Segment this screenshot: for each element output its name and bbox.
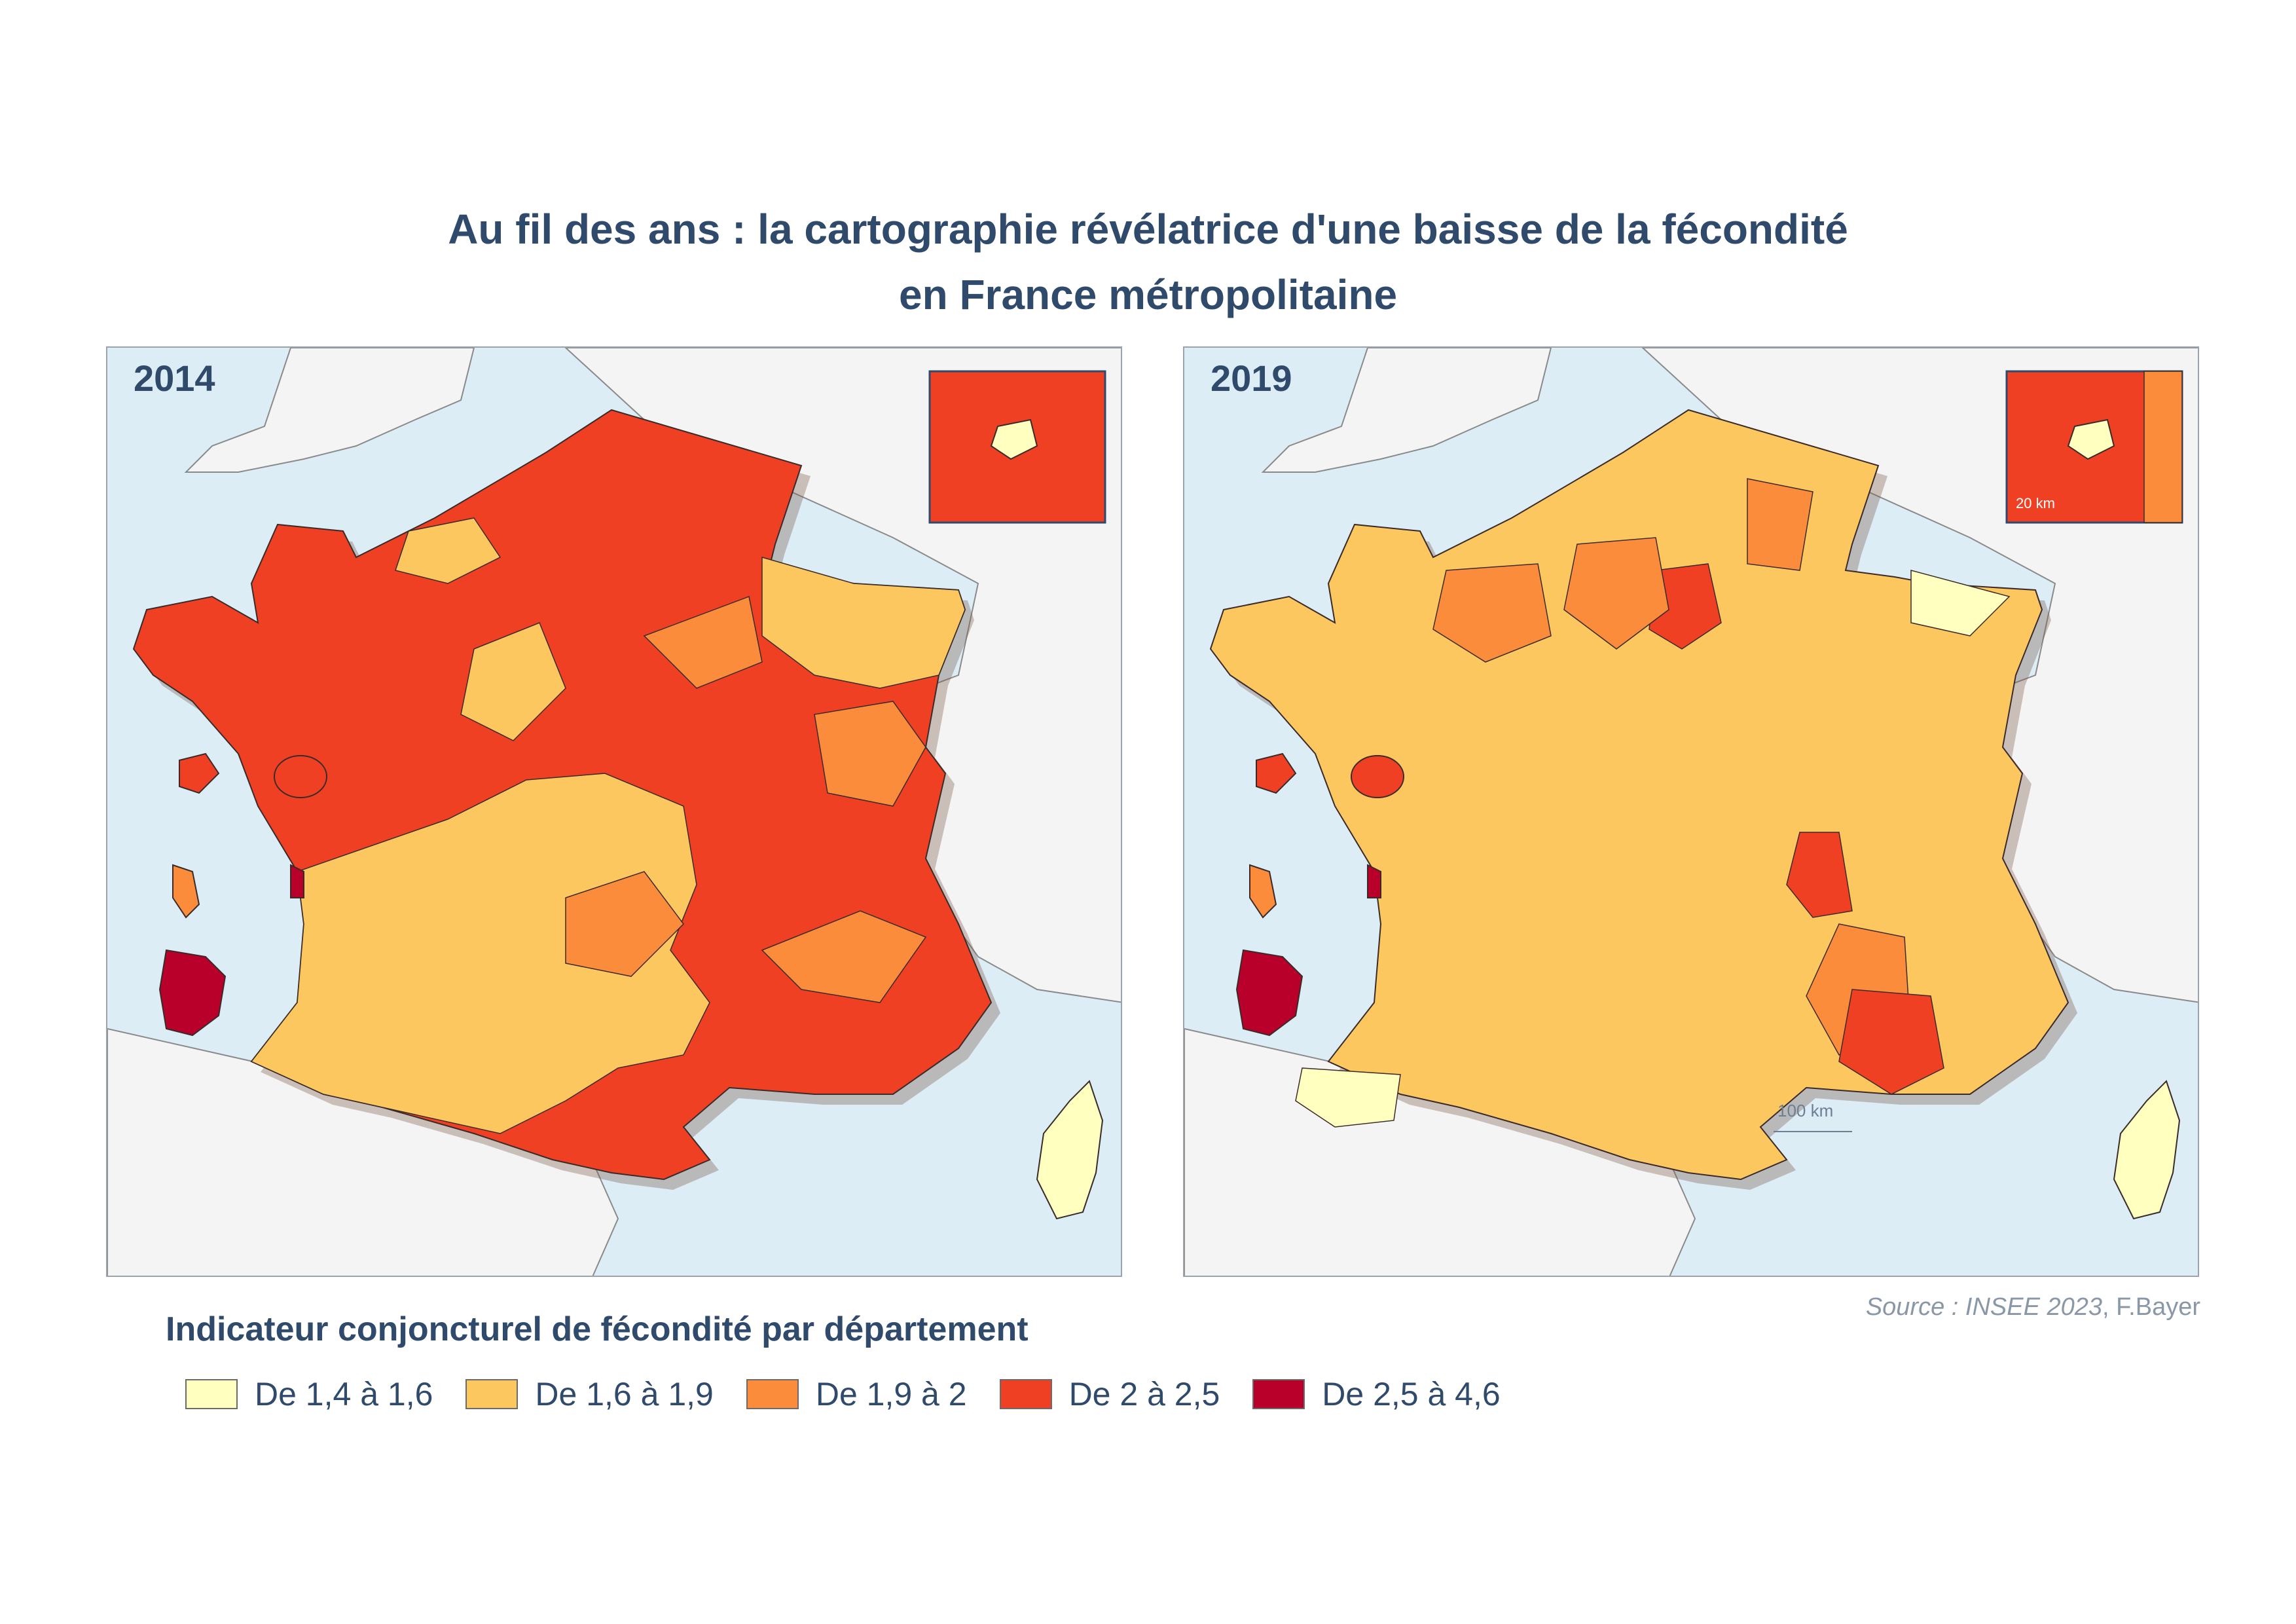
region-2019-sarthe [1432,563,1552,663]
corsica-2014 [1036,1080,1104,1220]
legend-label: De 1,9 à 2 [815,1376,967,1412]
region-2014-south-west [250,773,710,1134]
guyane-2019 [1235,949,1303,1037]
source-italic: Source : INSEE 2023 [1865,1293,2103,1321]
region-2019-bouches-du-rhone [1838,989,1944,1095]
corsica-2019 [2113,1080,2181,1220]
legend-item: De 1,9 à 2 [746,1375,967,1413]
legend-label: De 2,5 à 4,6 [1322,1376,1501,1412]
paris-inset-east [2143,371,2183,523]
region-2014-champagne [643,595,763,689]
source-author: , F.Bayer [2102,1293,2200,1321]
legend-swatch [465,1379,519,1409]
legend-title: Indicateur conjoncturel de fécondité par… [166,1310,1029,1348]
reunion-2014 [274,755,327,798]
title-line-2: en France métropolitaine [898,271,1398,318]
legend-swatch [185,1379,238,1409]
legend-item: De 2 à 2,5 [999,1375,1220,1413]
legend-item: De 1,6 à 1,9 [465,1375,714,1413]
mayotte-2014 [290,864,304,898]
uk-land [184,348,475,473]
chart-title: Au fil des ans : la cartographie révélat… [0,196,2296,327]
map-2019 [1184,348,2198,1276]
legend-swatch [746,1379,799,1409]
region-2014-south-east [761,910,927,1003]
inset-scale-label: 20 km [2016,495,2055,511]
guadeloupe-2014 [179,752,220,794]
legend-swatch [1252,1379,1305,1409]
legend-label: De 1,6 à 1,9 [535,1376,714,1412]
region-2014-north-east [761,557,966,689]
region-2014-centre-west [460,622,566,741]
legend: De 1,4 à 1,6 De 1,6 à 1,9 De 1,9 à 2 De … [185,1375,1533,1413]
paris-inset-city [990,418,1038,460]
region-2019-rhone [1786,832,1853,918]
paris-inset-city [2067,418,2115,460]
region-2014-centre-south [565,871,684,977]
source-note: Source : INSEE 2023, F.Bayer [1866,1293,2200,1321]
region-2019-nord [1747,478,1813,571]
uk-land [1261,348,1552,473]
region-2019-pyrenees [1295,1067,1401,1128]
reunion-2019 [1351,755,1404,798]
map-year-2019: 2019 [1211,358,1292,399]
region-2019-alsace [1910,570,2011,637]
map-panel-2014: 2014 [106,346,1122,1277]
guadeloupe-2019 [1256,752,1297,794]
legend-item: De 2,5 à 4,6 [1252,1375,1501,1413]
martinique-2019 [1249,864,1277,919]
title-line-1: Au fil des ans : la cartographie révélat… [448,206,1848,253]
guyane-2014 [158,949,227,1037]
map-year-2014: 2014 [134,358,215,399]
legend-label: De 1,4 à 1,6 [255,1376,433,1412]
region-2014-east [814,701,926,807]
map-2014 [107,348,1121,1276]
legend-swatch [999,1379,1052,1409]
region-2019-north-idf [1563,537,1669,650]
legend-item: De 1,4 à 1,6 [185,1375,433,1413]
scale-label: 100 km [1777,1101,1834,1120]
region-2014-normandy [395,517,501,584]
martinique-2014 [172,864,200,919]
map-panel-2019: 2019 100 km 20 km [1183,346,2199,1277]
legend-label: De 2 à 2,5 [1068,1376,1220,1412]
mayotte-2019 [1367,864,1381,898]
